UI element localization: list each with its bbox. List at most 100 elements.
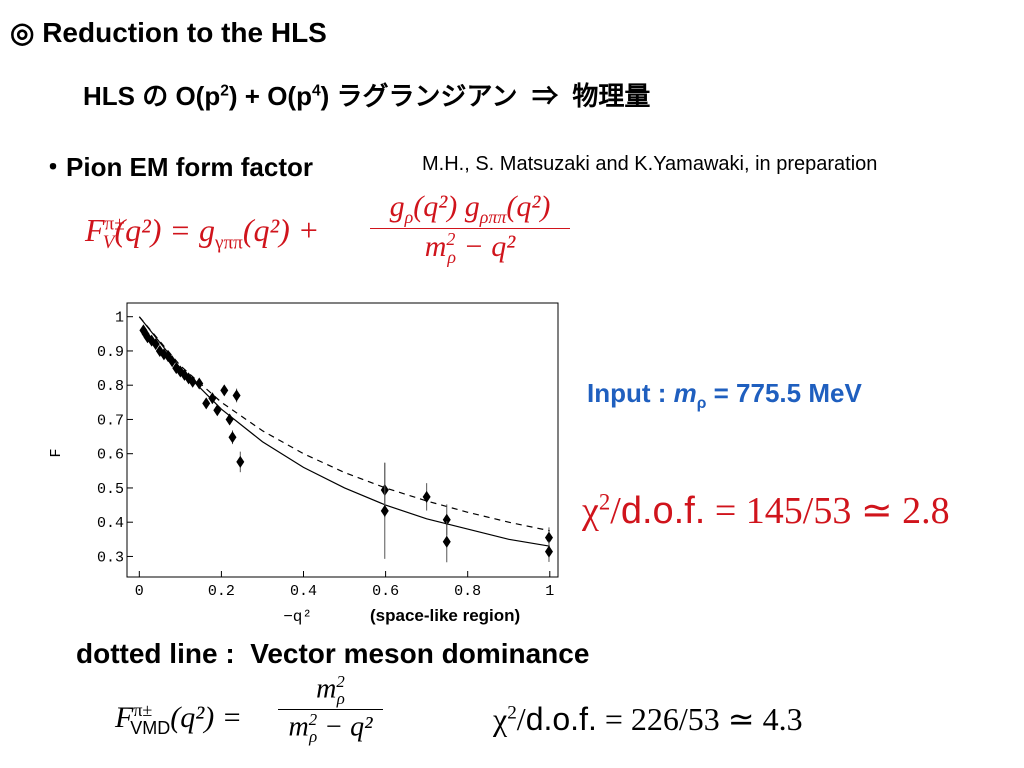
data-point bbox=[236, 455, 245, 468]
plot-frame bbox=[126, 302, 559, 578]
superscript: 2 bbox=[598, 489, 611, 515]
y-tick-label: 0.4 bbox=[97, 515, 124, 532]
formula-text: / bbox=[516, 701, 526, 737]
input: Input : mρ = 775.5 MeV bbox=[587, 378, 862, 413]
symbol: m bbox=[673, 378, 697, 408]
y-tick-label: 0.5 bbox=[97, 481, 124, 498]
formula-text: (q²) + bbox=[242, 212, 320, 248]
x-tick-label: 0 bbox=[135, 583, 144, 600]
superscript: 2 bbox=[446, 229, 456, 249]
data-point bbox=[228, 431, 237, 444]
formula-text: (q²) bbox=[506, 190, 551, 223]
data-point bbox=[213, 404, 222, 417]
y-tick-label: 1 bbox=[115, 310, 124, 327]
symbol: F bbox=[115, 701, 134, 734]
numerator: gρ(q²) gρππ(q²) bbox=[370, 190, 570, 228]
subtitle-text: ) ラグランジアン ⇒ 物理量 bbox=[320, 81, 651, 111]
data-point bbox=[208, 392, 217, 405]
fraction: m2ρ m2ρ − q² bbox=[278, 672, 383, 747]
denominator: m2ρ − q² bbox=[370, 228, 570, 268]
formula-text: m bbox=[316, 673, 337, 705]
title: ◎ Reduction to the HLS bbox=[10, 17, 327, 48]
x-tick-label: 0.4 bbox=[290, 583, 317, 600]
data-point bbox=[184, 372, 193, 385]
subscript: V bbox=[102, 232, 115, 254]
subscript: ρ bbox=[447, 247, 457, 267]
data-point bbox=[544, 545, 553, 558]
y-tick-label: 0.6 bbox=[97, 447, 124, 464]
symbol: F bbox=[85, 212, 105, 248]
note: dotted line : Vector meson dominance bbox=[76, 638, 590, 669]
formula-text: m bbox=[288, 711, 309, 743]
fraction: gρ(q²) gρππ(q²) m2ρ − q² bbox=[370, 190, 570, 268]
denominator: m2ρ − q² bbox=[278, 708, 383, 747]
chart: F −q² (space-like region) 0.3 0.4 0.5 0.6 0.… bbox=[48, 302, 559, 626]
formula-text: = 145/53 ≃ 2.8 bbox=[705, 490, 950, 532]
numerator: m2ρ bbox=[278, 672, 383, 709]
data-point bbox=[202, 397, 211, 410]
subtitle: HLS の O(p2) + O(p4) ラグランジアン ⇒ 物理量 bbox=[83, 76, 650, 113]
y-tick-label: 0.8 bbox=[97, 378, 124, 395]
formula: Fπ±V(q²) = gγππ(q²) + bbox=[85, 212, 319, 254]
x-axis-note: (space-like region) bbox=[370, 606, 520, 625]
superscript: π± bbox=[104, 213, 125, 235]
data-point bbox=[151, 338, 160, 351]
subscript: ρ bbox=[309, 726, 318, 746]
x-tick-label: 0.2 bbox=[208, 583, 235, 600]
x-axis-label: −q² bbox=[283, 608, 312, 626]
data-point bbox=[168, 355, 177, 368]
data-point bbox=[232, 389, 241, 402]
formula-text: − q² bbox=[317, 711, 373, 743]
subtitle-text: HLS の O(p bbox=[83, 81, 221, 111]
reference: M.H., S. Matsuzaki and K.Yamawaki, in pr… bbox=[422, 153, 878, 175]
formula-text: (q²) = bbox=[170, 701, 243, 734]
superscript: 2 bbox=[336, 672, 345, 691]
chi2-vmd: χ2/d.o.f. = 226/53 ≃ 4.3 bbox=[493, 700, 803, 738]
data-point bbox=[422, 490, 431, 503]
data-point bbox=[544, 531, 553, 544]
y-tick-label: 0.3 bbox=[97, 549, 124, 566]
formula: Fπ±VMD(q²) = bbox=[115, 700, 242, 739]
symbol: χ bbox=[582, 490, 599, 532]
data-point bbox=[220, 384, 229, 397]
data-point bbox=[380, 504, 389, 517]
superscript: 2 bbox=[507, 702, 517, 724]
subscript: ρ bbox=[696, 395, 707, 413]
formula-text: d.o.f. bbox=[525, 701, 597, 737]
chi2-hls: χ2/d.o.f. = 145/53 ≃ 2.8 bbox=[582, 488, 950, 533]
subscript: VMD bbox=[130, 718, 171, 738]
input-text: = 775.5 MeV bbox=[706, 378, 862, 408]
superscript: 2 bbox=[308, 709, 318, 729]
formula-text: m bbox=[424, 230, 447, 263]
formula-text: (q²) = g bbox=[114, 212, 216, 248]
curve bbox=[138, 316, 550, 532]
y-axis-label: F bbox=[48, 448, 65, 457]
subscript: γππ bbox=[215, 232, 243, 254]
subtitle-text: ) + O(p bbox=[228, 81, 312, 111]
superscript: π± bbox=[133, 700, 153, 720]
data-point bbox=[172, 362, 181, 375]
y-tick-label: 0.7 bbox=[97, 412, 124, 429]
data-point bbox=[195, 377, 204, 390]
bullet: ・Pion EM form factor bbox=[40, 152, 314, 182]
formula-text: g bbox=[389, 190, 405, 223]
superscript: 2 bbox=[220, 82, 229, 100]
curve bbox=[138, 316, 550, 547]
formula-text: (q²) g bbox=[413, 190, 480, 223]
x-tick-label: 0.6 bbox=[372, 583, 399, 600]
formula-text: / bbox=[610, 490, 621, 532]
x-tick-label: 0.8 bbox=[454, 583, 481, 600]
data-point bbox=[442, 535, 451, 548]
x-tick-label: 1 bbox=[545, 583, 554, 600]
formula-text: − q² bbox=[456, 230, 516, 263]
subscript: ρ bbox=[404, 207, 414, 227]
subscript: ρππ bbox=[479, 207, 507, 227]
data-point bbox=[141, 327, 150, 340]
subscript: ρ bbox=[336, 688, 345, 708]
data-point bbox=[155, 344, 164, 357]
data-point bbox=[225, 413, 234, 426]
formula-text: = 226/53 ≃ 4.3 bbox=[596, 701, 803, 737]
data-point bbox=[442, 513, 451, 526]
symbol: χ bbox=[493, 701, 508, 737]
